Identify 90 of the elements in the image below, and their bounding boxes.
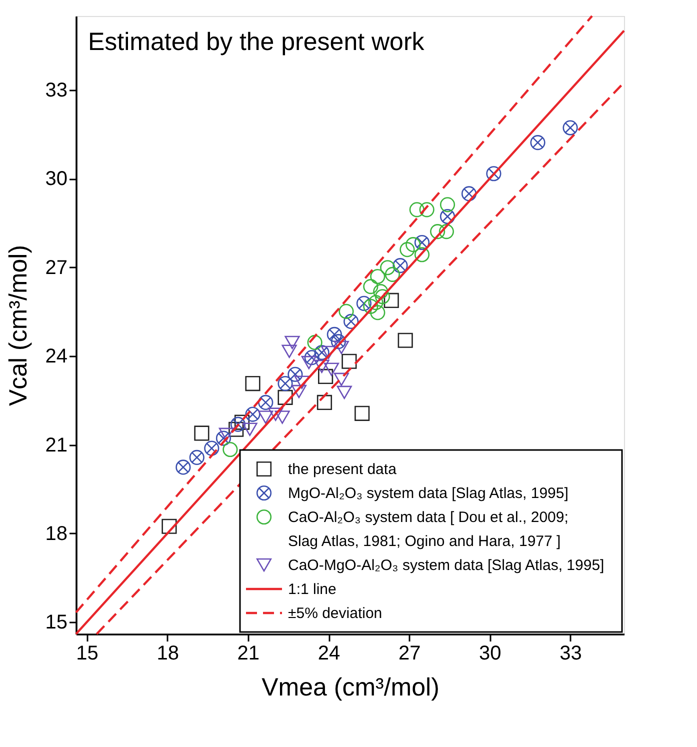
point (258, 394, 274, 410)
x-tick-label: 30 (479, 642, 502, 664)
x-axis-title: Vmea (cm³/mol) (262, 674, 440, 702)
point (320, 346, 336, 360)
point (363, 298, 378, 314)
point (334, 340, 349, 354)
point (344, 314, 359, 329)
point (326, 326, 342, 342)
point (301, 356, 316, 370)
point (234, 414, 250, 430)
point (486, 166, 502, 182)
legend-label: CaO-Al₂O₃ system data [ Dou et al., 2009; Slag Atlas, 1981; Ogino and Hara, 1977 ] (288, 509, 568, 550)
point (419, 202, 434, 218)
point (216, 430, 232, 446)
point (288, 366, 303, 382)
point (245, 406, 260, 422)
point (370, 305, 386, 320)
x-tick-label: 33 (560, 642, 582, 664)
point (291, 384, 307, 398)
point (354, 406, 370, 421)
y-tick-label: 33 (45, 79, 68, 102)
point (222, 442, 238, 458)
point (176, 460, 191, 475)
point (398, 332, 413, 348)
point (338, 304, 354, 319)
point (230, 416, 246, 432)
x-tick-label: 24 (318, 642, 340, 664)
x-tick-label: 21 (237, 642, 260, 664)
point (530, 135, 546, 150)
y-axis-title: Vcal (cm³/mol) (4, 244, 32, 406)
point (242, 422, 258, 436)
point (368, 295, 384, 310)
point (406, 237, 421, 252)
point (278, 390, 293, 405)
point (384, 266, 400, 282)
y-tick-label: 15 (45, 612, 68, 634)
point (228, 422, 244, 437)
point (278, 376, 293, 392)
point (189, 450, 204, 466)
point (316, 394, 332, 410)
point (562, 120, 578, 136)
point (438, 224, 454, 240)
point (324, 362, 340, 376)
point (356, 296, 372, 311)
point (268, 408, 284, 421)
point (336, 386, 352, 400)
point (342, 354, 357, 369)
point (334, 372, 349, 386)
point (307, 334, 322, 350)
point (282, 344, 297, 358)
point (194, 426, 210, 441)
point (400, 242, 415, 258)
point (318, 368, 334, 384)
point (363, 279, 378, 294)
y-tick-label: 21 (45, 434, 68, 456)
legend-label: MgO-Al₂O₃ system data [Slag Atlas, 1995] (288, 485, 568, 502)
y-tick-label: 18 (45, 522, 68, 545)
point (330, 334, 346, 350)
point (204, 440, 220, 456)
point (380, 260, 396, 276)
point (258, 410, 274, 424)
x-tick-label: 27 (398, 642, 421, 664)
point (218, 428, 234, 442)
legend-label: ±5% deviation (288, 605, 382, 622)
point (373, 284, 388, 300)
point (414, 247, 430, 262)
y-tick-label: 24 (45, 346, 68, 368)
point (370, 268, 386, 284)
point (314, 360, 330, 374)
point (274, 410, 290, 424)
x-tick-label: 18 (156, 642, 179, 664)
point (440, 208, 456, 224)
point (392, 258, 408, 274)
x-tick-label: 15 (76, 642, 98, 664)
y-tick-label: 27 (45, 256, 68, 279)
point (284, 336, 300, 350)
y-tick-label: 30 (45, 168, 68, 190)
point (430, 224, 446, 240)
legend-label: CaO-MgO-Al₂O₃ system data [Slag Atlas, 1995] (288, 557, 604, 574)
annotation: Estimated by the present work (88, 28, 425, 56)
point (294, 376, 310, 389)
point (409, 202, 424, 218)
point (461, 186, 477, 202)
point (162, 518, 177, 534)
legend-label: 1:1 line (288, 581, 336, 598)
legend-label: the present data (288, 461, 398, 478)
point (245, 376, 260, 392)
point (440, 197, 456, 212)
point (414, 234, 430, 250)
point (374, 289, 390, 304)
